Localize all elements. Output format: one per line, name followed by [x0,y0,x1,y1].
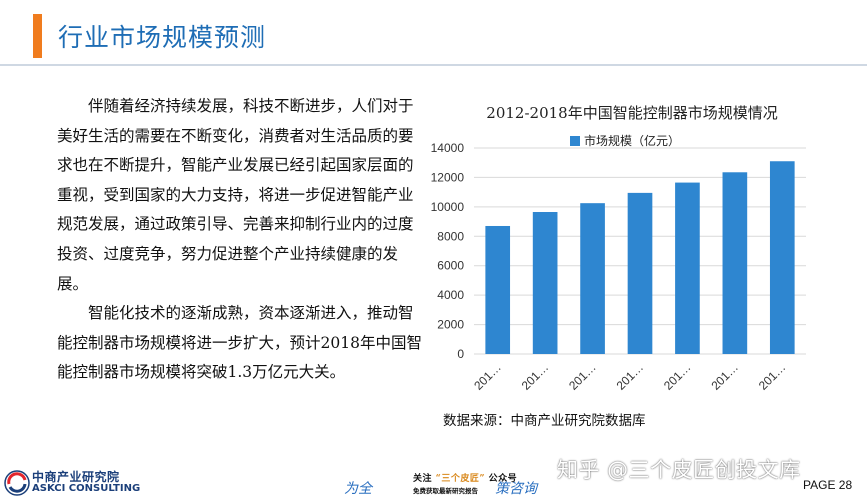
x-tick-label: 201… [614,360,647,393]
bar [769,161,795,354]
x-tick-label: 201… [519,360,552,393]
legend-swatch [570,136,580,146]
y-tick-label: 2000 [437,318,464,332]
company-logo: 中商产业研究院 ASKCI CONSULTING [2,466,152,498]
bar [675,182,700,354]
bar [722,172,748,354]
data-source-note: 数据来源：中商产业研究院数据库 [443,413,646,429]
x-tick-label: 201… [708,360,741,393]
logo-name-en: ASKCI CONSULTING [32,483,141,494]
page-title: 行业市场规模预测 [58,23,267,52]
x-tick-label: 201… [661,360,694,393]
y-tick-label: 14000 [431,141,465,155]
y-tick-label: 12000 [431,170,465,184]
bar [627,192,653,354]
title-divider [0,64,867,66]
body-paragraph-2: 智能化技术的逐渐成熟，资本逐渐进入，推动智能控制器市场规模将进一步扩大，预计20… [57,304,422,382]
wechat-prefix: 关注 [413,474,433,484]
bar [532,212,558,354]
y-tick-label: 8000 [437,229,464,243]
chart-title: 2012-2018年中国智能控制器市场规模情况 [486,104,777,122]
market-size-chart: 2012-2018年中国智能控制器市场规模情况 市场规模（亿元） 0 2000 4000… [420,96,852,432]
wechat-account-name: “三个皮匠” [435,474,486,484]
title-bar: 行业市场规模预测 [0,0,867,66]
title-accent-bar [33,14,42,58]
logo-mark-icon [4,470,30,496]
y-tick-label: 4000 [437,288,464,302]
body-paragraph-1: 伴随着经济持续发展，科技不断进步，人们对于美好生活的需要在不断变化，消费者对生活… [57,97,414,293]
x-tick-label: 201… [471,360,504,393]
y-tick-label: 10000 [431,200,465,214]
wechat-subline: 免费获取最新研究报告 [413,487,478,495]
zhihu-watermark: 知乎 @三个皮匠创投文库 [557,458,801,482]
bar [485,225,511,354]
x-tick-label: 201… [566,360,599,393]
y-tick-label: 6000 [437,259,464,273]
y-tick-label: 0 [457,347,464,361]
footer-slogan-left: 为全 [344,481,372,497]
legend-label: 市场规模（亿元） [584,133,680,148]
body-text: 伴随着经济持续发展，科技不断进步，人们对于美好生活的需要在不断变化，消费者对生活… [57,92,423,388]
x-tick-label: 201… [756,360,789,393]
logo-name-cn: 中商产业研究院 [32,470,120,484]
page-number: PAGE 28 [803,478,853,492]
bar [580,203,605,354]
wechat-follow-line: 关注 “三个皮匠” 公众号 [413,471,517,484]
footer-slogan-right: 策咨询 [495,481,537,497]
wechat-suffix: 公众号 [488,474,518,484]
